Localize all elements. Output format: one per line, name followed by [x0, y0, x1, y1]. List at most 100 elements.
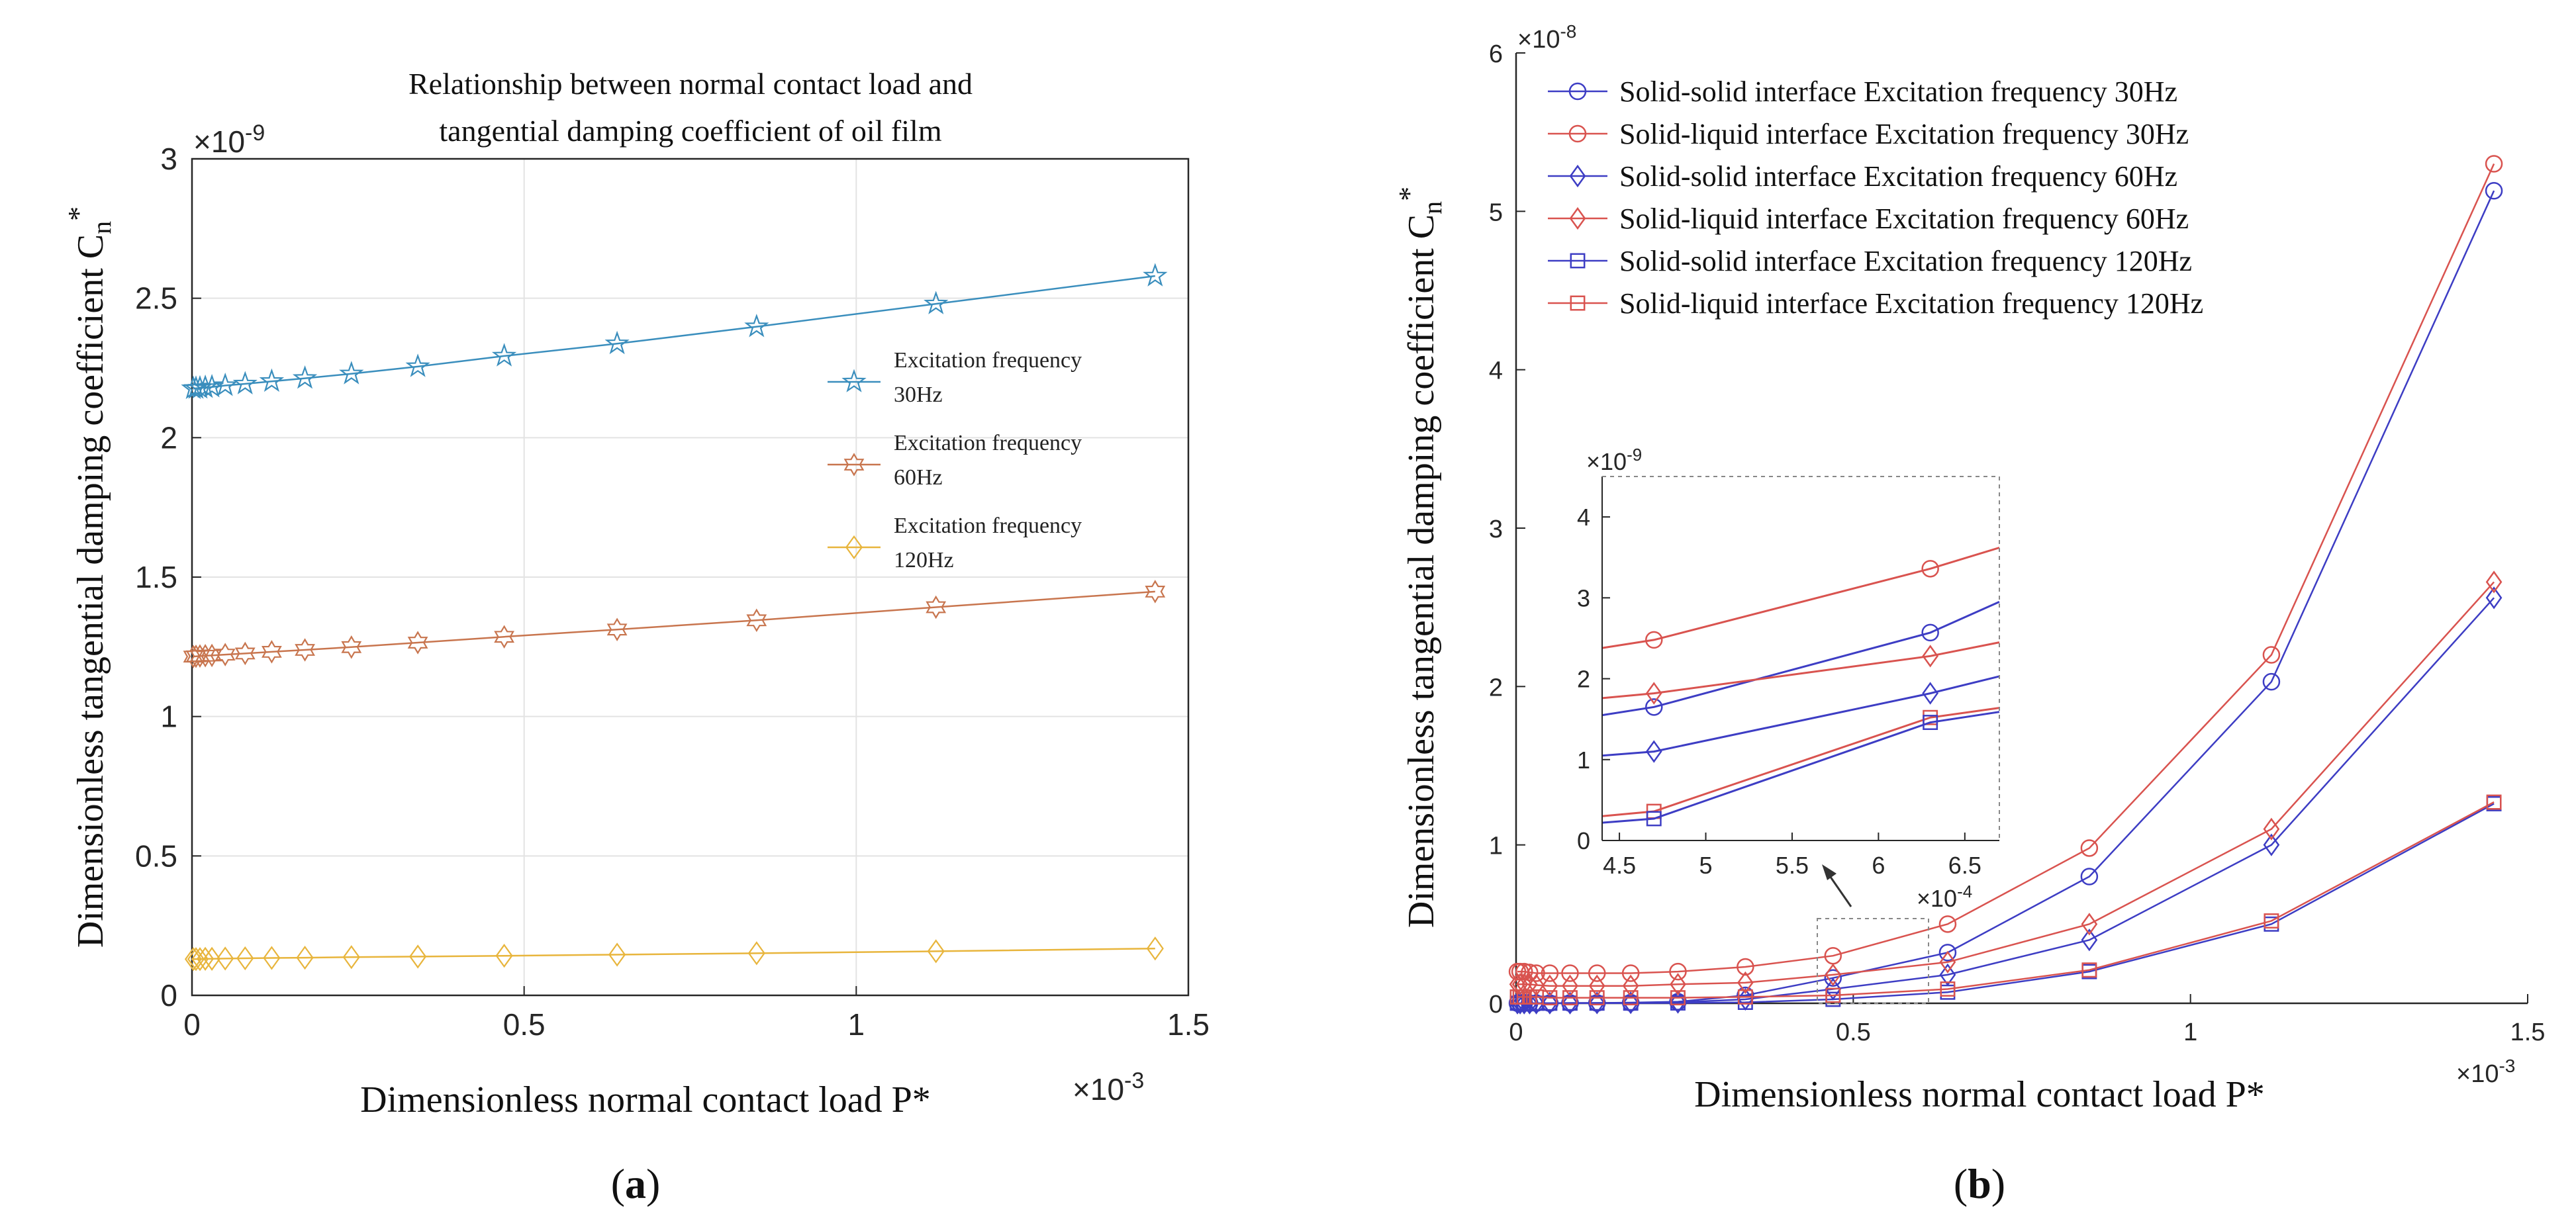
panel-a-legend-entry: Excitation frequency 30Hz	[828, 348, 1082, 407]
panel-b-zoom-arrowhead	[1822, 864, 1837, 880]
panel-b-legend-entry: Solid-liquid interface Excitation freque…	[1548, 118, 2189, 150]
panel-a-label: (a)	[611, 1160, 661, 1207]
panel-a-grid	[192, 159, 1188, 995]
panel-a-ticks: 0 0.5 1 1.5 0 0.5 1 1.5 2 2.5 3	[135, 142, 1210, 1042]
panel-b-data-point	[1527, 964, 1545, 982]
panel-b-legend-entry: Solid-solid interface Excitation frequen…	[1548, 245, 2192, 277]
panel-a-legend-label: 120Hz	[894, 548, 954, 572]
panel-a-data-point	[608, 942, 626, 967]
panel-a-series	[181, 263, 1168, 972]
panel-b-data-point	[2081, 929, 2098, 952]
inset-y-multiplier-base: ×10	[1586, 448, 1627, 475]
panel-a-data-point	[259, 368, 285, 392]
panel-a-data-point	[184, 947, 203, 972]
panel-b-x-tick-label: 0	[1509, 1019, 1523, 1046]
panel-a-legend-entry: Excitation frequency 120Hz	[828, 514, 1082, 572]
panel-a-x-axis-label: Dimensionless normal contact load P*	[360, 1079, 931, 1120]
panel-b-data-point	[1621, 964, 1640, 982]
panel-b-legend-entry: Solid-liquid interface Excitation freque…	[1548, 287, 2203, 320]
panel-b-legend-entry: Solid-solid interface Excitation frequen…	[1548, 75, 2177, 108]
panel-b-legend-entry: Solid-liquid interface Excitation freque…	[1548, 203, 2189, 235]
panel-b-x-multiplier-base: ×10	[2456, 1060, 2499, 1088]
inset-data-point	[1923, 715, 1938, 731]
panel-a-data-point	[232, 371, 258, 394]
panel-a-data-point	[341, 635, 362, 659]
inset-data-point	[1645, 631, 1663, 649]
panel-b-data-point	[1938, 944, 1957, 962]
inset-y-tick-label: 2	[1577, 666, 1590, 693]
panel-b-data-point	[1670, 973, 1686, 996]
inset-data-point	[1921, 560, 1939, 578]
panel-b-y-label-main: Dimensionless tangential damping coeffic…	[1401, 214, 1442, 928]
panel-b-series-5	[1509, 794, 2502, 1006]
panel-a-data-point	[746, 608, 767, 633]
panel-a-data-point	[199, 374, 224, 398]
panel-a-y-tick-label: 2.5	[135, 281, 177, 316]
panel-a-y-multiplier: ×10-9	[193, 120, 265, 159]
inset-data-point	[1922, 682, 1938, 705]
panel-a-series-0	[181, 263, 1168, 399]
panel-b-data-point	[1562, 990, 1578, 1006]
inset-data-point	[1645, 682, 1662, 705]
inset-data-point	[1922, 645, 1938, 668]
panel-a-y-tick-label: 1	[160, 700, 177, 734]
panel-a-data-point	[926, 595, 947, 619]
panel-a: 0 0.5 1 1.5 0 0.5 1 1.5 2 2.5 3 Relationship betwe…	[62, 67, 1210, 1207]
panel-a-legend-label: Excitation frequency	[894, 514, 1082, 538]
inset-x-multiplier-base: ×10	[1917, 885, 1957, 912]
panel-b-data-point	[2485, 181, 2503, 200]
panel-b-series	[1508, 155, 2503, 1015]
panel-b-legend-marker	[1570, 295, 1586, 311]
panel-a-legend-marker	[845, 535, 863, 560]
inset-series-0	[1601, 547, 2000, 649]
inset-y-tick-label: 1	[1577, 747, 1590, 774]
inset-series-line	[1601, 601, 2000, 717]
inset-series-5	[1601, 711, 2000, 827]
panel-b-legend-label: Solid-liquid interface Excitation freque…	[1619, 118, 2189, 150]
inset-data-point	[1645, 698, 1663, 716]
inset-series-line	[1601, 711, 2000, 824]
panel-b-legend-label: Solid-solid interface Excitation frequen…	[1619, 160, 2177, 193]
panel-a-y-tick-label: 0.5	[135, 839, 177, 873]
panel-a-data-point	[296, 945, 314, 970]
panel-a-data-point	[491, 343, 517, 367]
panel-b-x-tick-label: 1	[2183, 1019, 2197, 1046]
panel-a-y-tick-label: 2	[160, 420, 177, 455]
panel-a-x-multiplier-base: ×10	[1073, 1072, 1124, 1107]
panel-a-data-point	[409, 944, 427, 969]
panel-b-data-point	[2263, 833, 2280, 856]
panel-b-y-multiplier-exp: -8	[1560, 21, 1576, 42]
panel-b-legend-marker	[1568, 124, 1587, 143]
inset-series-line	[1601, 675, 2000, 757]
panel-a-data-point	[236, 946, 254, 971]
panel-a-y-multiplier-base: ×10	[193, 124, 245, 159]
panel-b-data-point	[1561, 964, 1579, 982]
panel-b-data-point	[1541, 964, 1559, 982]
panel-b-ticks: 0 0.5 1 1.5 0 1 2 3 4 5 6	[1489, 40, 2546, 1046]
panel-a-data-point	[494, 625, 514, 649]
panel-a-legend-label: Excitation frequency	[894, 348, 1082, 373]
inset-x-tick-label: 4.5	[1603, 852, 1636, 879]
panel-b-data-point	[2080, 839, 2099, 857]
panel-b-data-point	[1623, 990, 1639, 1006]
panel-b-data-point	[1737, 958, 1754, 976]
panel-b-data-point	[1541, 991, 1558, 1015]
panel-a-title-line-1: Relationship between normal contact load…	[408, 67, 973, 101]
panel-b-y-tick-label: 6	[1489, 40, 1503, 68]
panel-a-data-point	[187, 947, 205, 972]
panel-a-legend-label: 30Hz	[894, 383, 943, 407]
panel-a-data-point	[407, 631, 428, 655]
panel-b-data-point	[1737, 989, 1753, 1005]
panel-a-y-label-main: Dimensionless tangential damping coeffic…	[70, 234, 111, 948]
panel-a-legend-marker	[843, 453, 865, 476]
panel-a-legend-entry: Excitation frequency 60Hz	[828, 431, 1082, 490]
inset-data-point	[1921, 623, 1939, 642]
panel-b-legend-marker	[1569, 206, 1586, 230]
inset-x-tick-label: 5	[1699, 852, 1713, 879]
inset-series-line	[1601, 641, 2000, 700]
inset-x-tick-label: 5.5	[1776, 852, 1809, 879]
panel-b-x-tick-label: 1.5	[2510, 1019, 2546, 1046]
panel-b-label: (b)	[1954, 1160, 2005, 1207]
panel-b-data-point	[1670, 990, 1686, 1006]
